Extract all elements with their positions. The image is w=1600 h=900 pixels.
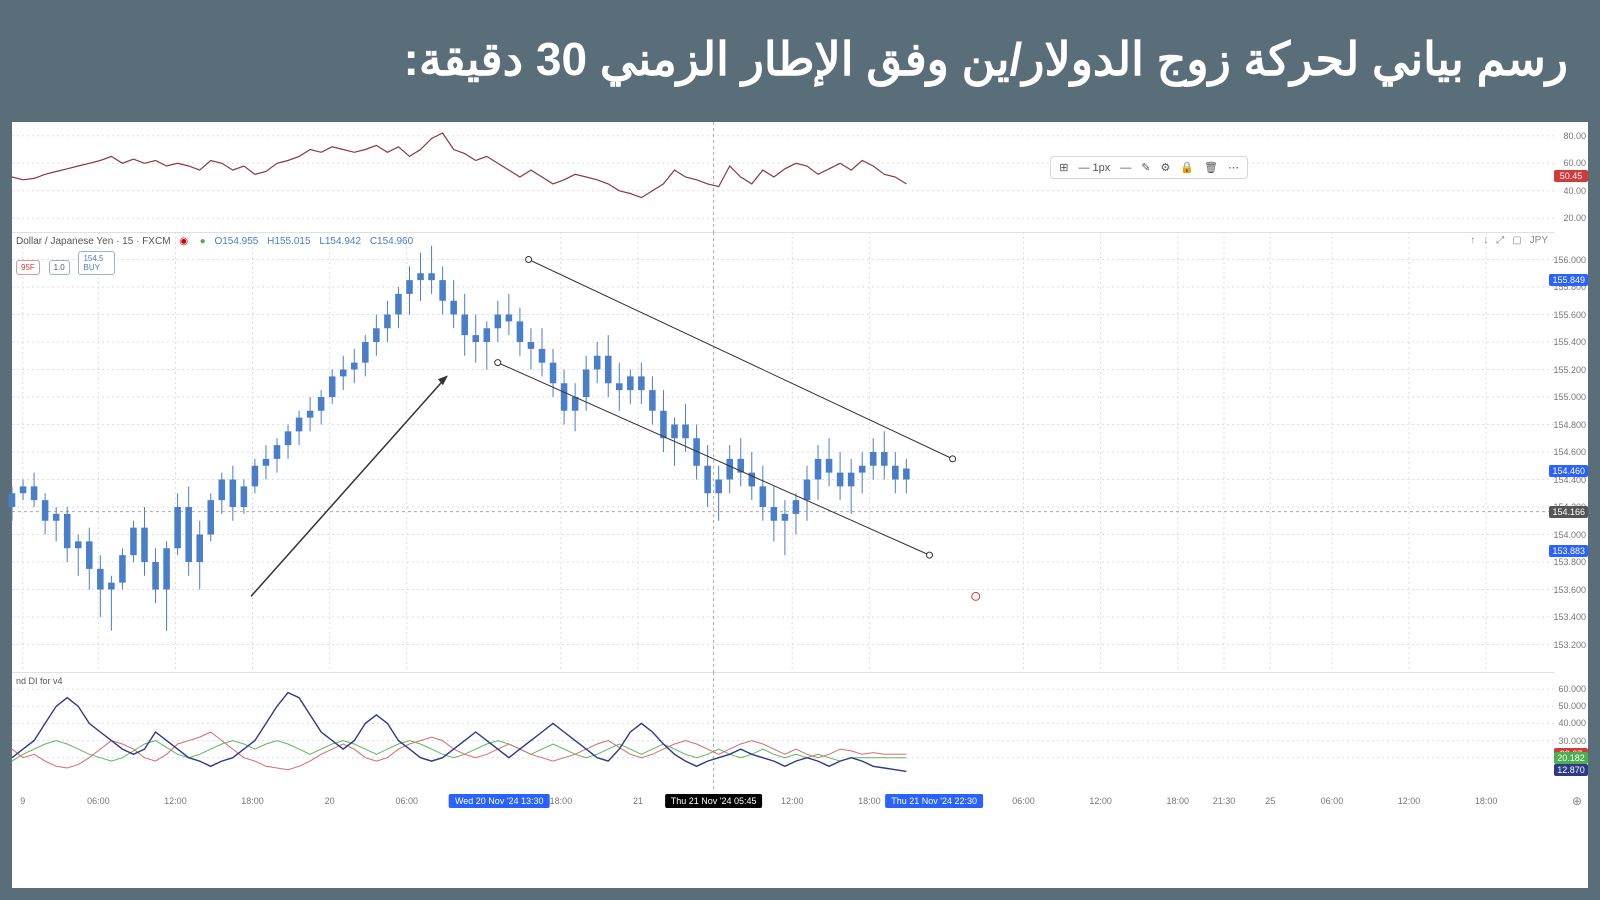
dmi-label: nd DI for v4: [16, 676, 63, 686]
toolbar-item[interactable]: ⊞: [1059, 161, 1068, 174]
drawing-toolbar: ⊞ — 1px — ✎ ⚙ 🔒 🗑 ⋯: [1050, 156, 1248, 179]
pane-button[interactable]: ▢: [1512, 235, 1521, 246]
toolbar-item[interactable]: ✎: [1141, 161, 1150, 174]
x-tick: 20: [325, 796, 335, 806]
x-tick: 12:00: [1398, 796, 1421, 806]
x-tick: 12:00: [781, 796, 804, 806]
x-cursor-badge: Wed 20 Nov '24 13:30: [449, 794, 550, 808]
pane-button[interactable]: ↓: [1483, 235, 1488, 246]
symbol-info: Dollar / Japanese Yen · 15 · FXCM ◉ ● O1…: [16, 236, 419, 275]
x-tick: 18:00: [1166, 796, 1189, 806]
pane-corner-buttons: ↑ ↓ ⤢ ▢ JPY: [1470, 235, 1548, 246]
toolbar-item[interactable]: ⚙: [1160, 161, 1170, 174]
x-axis: 9 06:00 12:00 18:00 20 06:00 18:00 21 12:00 18:00…: [12, 792, 1588, 814]
y-axis: 20.0040.0060.0080.0050.45153.200153.4001…: [1554, 122, 1588, 792]
bid-button[interactable]: 1.0: [49, 260, 70, 275]
goto-date-icon[interactable]: ⊕: [1572, 794, 1582, 808]
x-tick: 18:00: [1475, 796, 1498, 806]
x-tick: 18:00: [858, 796, 881, 806]
symbol-name: Dollar / Japanese Yen · 15 · FXCM: [16, 236, 171, 247]
price-pane[interactable]: [12, 232, 1554, 673]
pane-button[interactable]: ⤢: [1496, 235, 1504, 246]
x-tick: 06:00: [87, 796, 110, 806]
pane-button[interactable]: ↑: [1470, 235, 1475, 246]
page-title: رسم بياني لحركة زوج الدولار/ين وفق الإطا…: [12, 12, 1588, 107]
x-tick: 12:00: [164, 796, 187, 806]
toolbar-item[interactable]: 🗑: [1204, 161, 1218, 174]
chart-container: ⊞ — 1px — ✎ ⚙ 🔒 🗑 ⋯ Dollar / Japanese Yen · 15 …: [12, 122, 1588, 888]
x-tick: 06:00: [395, 796, 418, 806]
ask-button[interactable]: 95F: [16, 260, 40, 275]
toolbar-item[interactable]: —: [1120, 162, 1131, 174]
dmi-pane[interactable]: [12, 672, 1554, 793]
x-tick: 06:00: [1321, 796, 1344, 806]
toolbar-item[interactable]: 🔒: [1180, 161, 1194, 174]
x-tick: 12:00: [1089, 796, 1112, 806]
toolbar-item[interactable]: — 1px: [1078, 162, 1110, 174]
x-cursor-badge: Thu 21 Nov '24 05:45: [665, 794, 763, 808]
x-tick: 9: [20, 796, 25, 806]
x-cursor-badge: Thu 21 Nov '24 22:30: [885, 794, 983, 808]
x-tick: 25: [1265, 796, 1275, 806]
x-tick: 18:00: [550, 796, 573, 806]
buy-button[interactable]: 154.5BUY: [78, 251, 114, 275]
x-tick: 21:30: [1213, 796, 1236, 806]
x-tick: 18:00: [241, 796, 264, 806]
toolbar-item[interactable]: ⋯: [1228, 161, 1239, 174]
rsi-pane[interactable]: [12, 122, 1554, 233]
x-tick: 06:00: [1012, 796, 1035, 806]
pane-button[interactable]: JPY: [1530, 235, 1548, 246]
x-tick: 21: [633, 796, 643, 806]
